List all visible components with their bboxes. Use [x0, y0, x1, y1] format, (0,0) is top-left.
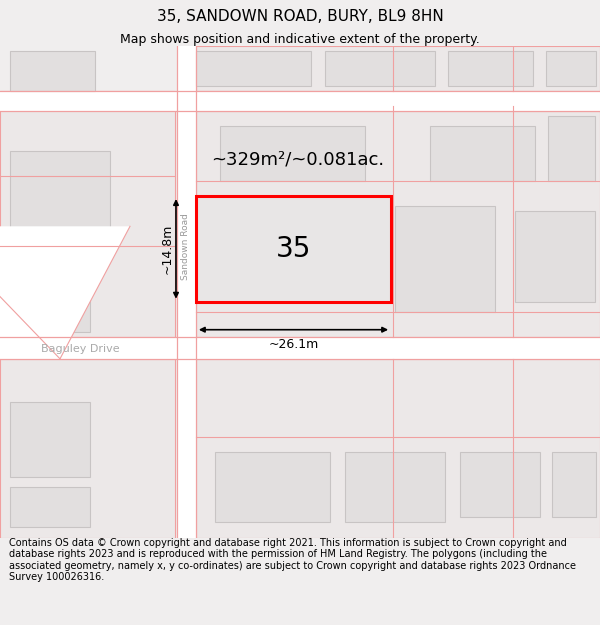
Polygon shape: [10, 151, 110, 246]
Polygon shape: [0, 359, 175, 538]
Polygon shape: [177, 46, 196, 538]
Polygon shape: [448, 51, 533, 86]
Text: Map shows position and indicative extent of the property.: Map shows position and indicative extent…: [120, 33, 480, 46]
Polygon shape: [10, 488, 90, 528]
Polygon shape: [196, 51, 311, 86]
Polygon shape: [10, 402, 90, 478]
Polygon shape: [10, 271, 90, 332]
Polygon shape: [430, 126, 535, 181]
Text: ~14.8m: ~14.8m: [161, 224, 174, 274]
Polygon shape: [196, 46, 600, 91]
Polygon shape: [0, 226, 130, 359]
Polygon shape: [196, 196, 391, 302]
Text: ~329m²/~0.081ac.: ~329m²/~0.081ac.: [211, 150, 384, 168]
Text: 35: 35: [276, 235, 311, 263]
Polygon shape: [0, 91, 600, 111]
Text: Sandown Road: Sandown Road: [182, 213, 191, 280]
Polygon shape: [196, 111, 600, 337]
Polygon shape: [515, 211, 595, 302]
Polygon shape: [546, 51, 596, 86]
Text: Contains OS data © Crown copyright and database right 2021. This information is : Contains OS data © Crown copyright and d…: [9, 538, 576, 582]
Polygon shape: [0, 91, 175, 337]
Polygon shape: [10, 51, 95, 91]
Polygon shape: [0, 337, 600, 359]
Text: 35, SANDOWN ROAD, BURY, BL9 8HN: 35, SANDOWN ROAD, BURY, BL9 8HN: [157, 9, 443, 24]
Polygon shape: [215, 452, 330, 522]
Polygon shape: [552, 452, 596, 518]
Polygon shape: [460, 452, 540, 518]
Polygon shape: [325, 51, 435, 86]
Polygon shape: [345, 452, 445, 522]
Polygon shape: [196, 359, 600, 538]
Text: ~26.1m: ~26.1m: [268, 338, 319, 351]
Polygon shape: [548, 116, 595, 181]
Polygon shape: [395, 206, 495, 312]
Text: Baguley Drive: Baguley Drive: [41, 344, 119, 354]
Polygon shape: [220, 126, 365, 181]
